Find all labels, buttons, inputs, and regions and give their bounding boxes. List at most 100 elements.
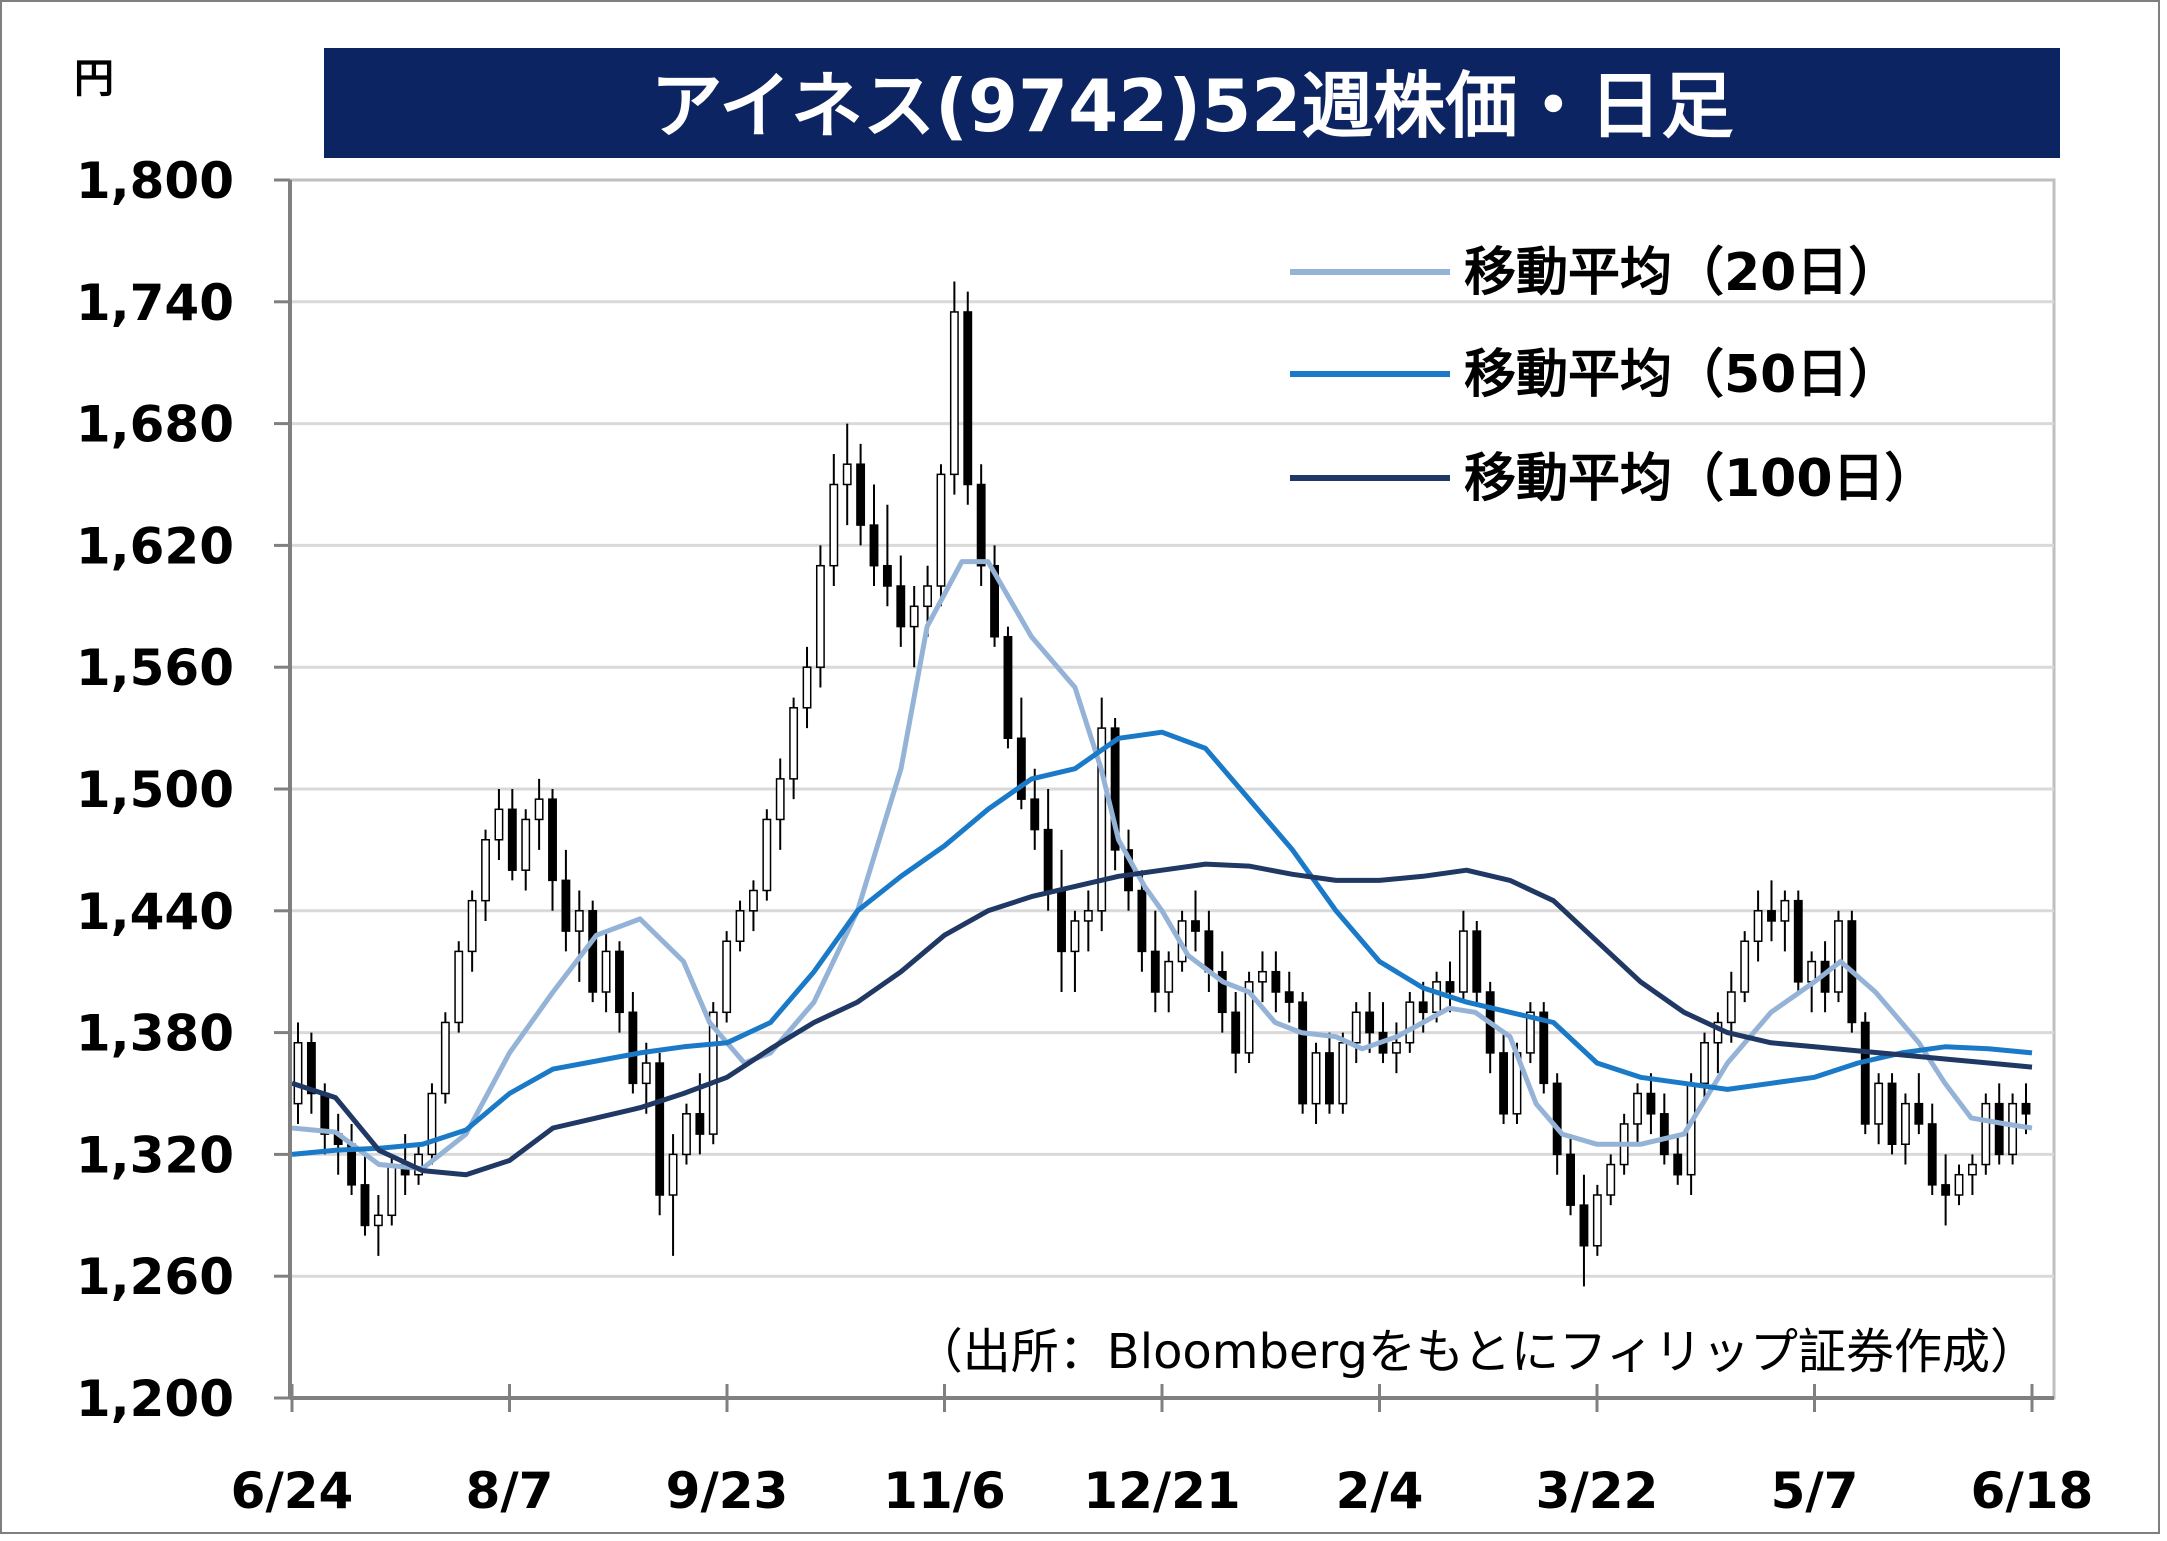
candle-body <box>815 564 825 668</box>
candle <box>775 758 785 850</box>
candle-body <box>628 1011 638 1085</box>
candle-body <box>1191 920 1200 932</box>
candle-body <box>1793 899 1803 983</box>
candle-body <box>561 879 571 932</box>
y-tick-labels: 1,200 1,260 1,320 1,380 1,440 1,500 1,560 1,620… <box>76 152 234 1428</box>
candle <box>1164 951 1174 1013</box>
x-tick-label: 11/6 <box>883 1462 1006 1520</box>
candle-body <box>1325 1052 1334 1105</box>
candle <box>1914 1073 1924 1135</box>
candle-body <box>1646 1092 1656 1115</box>
candle <box>561 849 571 952</box>
candle-body <box>1606 1163 1616 1196</box>
candle <box>735 900 745 952</box>
candle-body <box>1967 1163 1977 1176</box>
candle <box>1753 890 1763 962</box>
candle <box>1083 890 1093 952</box>
candle-body <box>293 1042 303 1105</box>
candle <box>869 484 879 586</box>
candlesticks <box>293 281 2031 1287</box>
candle-body <box>735 910 745 942</box>
legend-label-ma50: 移動平均（50日） <box>1464 345 1900 405</box>
candle <box>1124 829 1133 911</box>
candle-body <box>1110 727 1120 851</box>
candle <box>1338 1032 1348 1114</box>
candle <box>1231 992 1241 1074</box>
candle <box>1646 1073 1656 1135</box>
candle <box>548 789 557 911</box>
candle <box>1981 1093 1991 1175</box>
x-tick-labels: 6/24 8/7 9/23 11/6 12/21 2/4 3/22 5/7 6/18 <box>231 1462 2094 1520</box>
candle-body <box>521 818 531 871</box>
candle-body <box>1164 960 1174 993</box>
candle-body <box>1552 1082 1562 1156</box>
candle-body <box>507 808 517 871</box>
candle-body <box>641 1062 651 1085</box>
candle-body <box>976 483 986 567</box>
x-tick-label: 6/18 <box>1971 1462 2094 1520</box>
candle-body <box>1204 930 1214 973</box>
candle-body <box>789 707 799 780</box>
source-note: （出所：Bloombergをもとにフィリップ証券作成） <box>915 1324 2038 1380</box>
candle <box>1941 1154 1951 1226</box>
candle-body <box>1070 920 1080 953</box>
candle-body <box>1525 1011 1535 1054</box>
x-tick-label: 3/22 <box>1536 1462 1659 1520</box>
candle-body <box>1150 950 1160 993</box>
candle <box>1860 1012 1870 1135</box>
candle-body <box>695 1113 705 1135</box>
candle <box>1150 910 1160 1013</box>
candle <box>722 931 732 1023</box>
candle-body <box>722 940 732 1014</box>
candle-body <box>762 818 772 892</box>
candle-body <box>896 585 906 628</box>
axes <box>288 180 2054 1412</box>
candle <box>1767 880 1776 942</box>
candle-body <box>1981 1102 1991 1166</box>
candle-body <box>1258 970 1267 983</box>
x-tick-label: 12/21 <box>1083 1462 1240 1520</box>
candle-body <box>869 524 879 567</box>
candle <box>293 1022 303 1124</box>
candle-body <box>708 1011 718 1135</box>
candle-body <box>963 311 973 486</box>
candle-body <box>548 798 557 882</box>
candle-body <box>1914 1102 1924 1125</box>
candle <box>1967 1154 1977 1195</box>
candle-body <box>615 950 624 1014</box>
candle <box>467 890 477 972</box>
candle <box>1499 1032 1509 1124</box>
candle-body <box>1807 960 1817 983</box>
candle <box>1901 1093 1910 1165</box>
y-axis-unit: 円 <box>74 56 114 102</box>
candle-body <box>534 798 544 821</box>
candle <box>1579 1174 1589 1287</box>
candle-body <box>749 889 758 912</box>
candle <box>1592 1184 1602 1256</box>
candle-body <box>668 1153 678 1196</box>
y-tick-label: 1,320 <box>76 1126 234 1184</box>
candle-body <box>454 950 464 1024</box>
candle <box>1191 890 1200 952</box>
candle-body <box>1633 1092 1642 1125</box>
candle <box>360 1154 370 1236</box>
y-tick-label: 1,260 <box>76 1248 234 1306</box>
x-tick-label: 9/23 <box>666 1462 789 1520</box>
candle-body <box>1097 727 1107 912</box>
candle-body <box>1726 991 1736 1024</box>
candle <box>1606 1154 1616 1206</box>
grid-lines <box>274 178 2054 1400</box>
candle <box>963 291 973 505</box>
y-tick-label: 1,740 <box>76 274 234 332</box>
candle-body <box>1338 1042 1348 1105</box>
candle <box>842 423 852 526</box>
candle-body <box>775 778 785 821</box>
candle <box>628 992 638 1094</box>
candle <box>1217 951 1227 1033</box>
candle-body <box>1860 1021 1870 1125</box>
candle-body <box>574 910 584 932</box>
candle <box>1874 1073 1884 1145</box>
candle <box>1726 971 1736 1043</box>
candle <box>1325 1032 1334 1114</box>
